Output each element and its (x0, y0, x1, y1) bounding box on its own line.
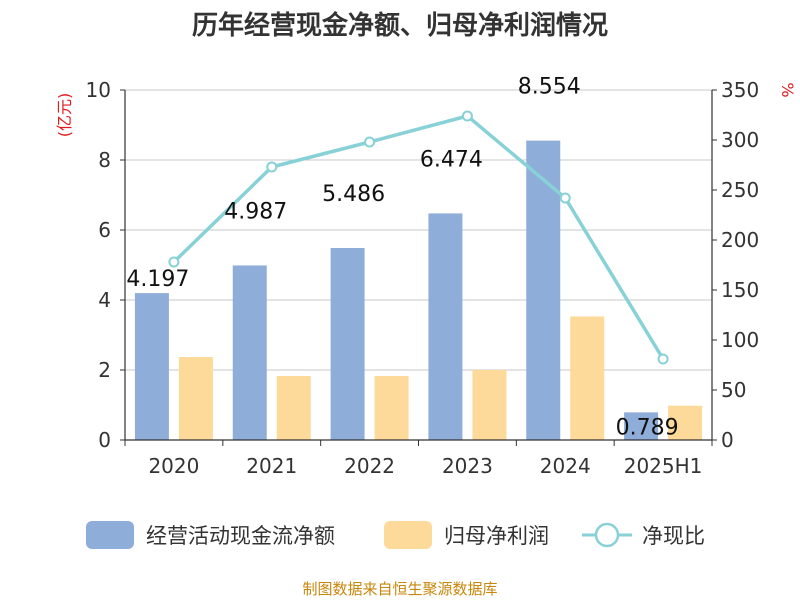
legend-swatch-net-profit (384, 521, 432, 549)
data-label-operating-cashflow: 4.197 (126, 267, 189, 292)
right-tick-label: 0 (721, 428, 734, 452)
x-tick-label: 2022 (344, 454, 395, 478)
right-tick-label: 350 (721, 78, 759, 102)
legend-marker-net-cash-ratio (594, 522, 620, 548)
bar-net-profit (178, 357, 213, 440)
bar-net-profit (668, 405, 703, 440)
line-point (364, 136, 376, 148)
x-tick-label: 2024 (540, 454, 591, 478)
data-label-operating-cashflow: 8.554 (518, 75, 581, 100)
x-tick-label: 2025H1 (624, 454, 703, 478)
left-tick-label: 4 (98, 288, 111, 312)
data-labels-layer: 4.197 4.987 5.486 6.474 8.554 0.789 (126, 75, 678, 441)
x-tick-label: 2023 (442, 454, 493, 478)
right-tick-label: 200 (721, 228, 759, 252)
bar-operating-cashflow (624, 412, 659, 440)
left-tick-label: 10 (86, 78, 111, 102)
bar-operating-cashflow (330, 247, 365, 440)
legend-label-operating-cashflow: 经营活动现金流净额 (146, 524, 335, 548)
bar-operating-cashflow (134, 293, 169, 440)
right-axis-unit: % (778, 82, 797, 97)
source-note: 制图数据来自恒生聚源数据库 (302, 580, 497, 598)
right-tick-label: 100 (721, 328, 759, 352)
line-point (461, 110, 473, 122)
left-tick-label: 2 (98, 358, 111, 382)
x-tick-label: 2020 (148, 454, 199, 478)
right-tick-label: 250 (721, 178, 759, 202)
bar-net-profit (570, 316, 605, 440)
chart-title: 历年经营现金净额、归母净利润情况 (192, 10, 608, 41)
legend-swatch-operating-cashflow (86, 521, 134, 549)
bar-operating-cashflow (428, 213, 463, 440)
legend-label-net-profit: 归母净利润 (444, 524, 549, 548)
left-tick-label: 8 (98, 148, 111, 172)
bar-net-profit (472, 370, 507, 440)
line-layer (168, 110, 669, 365)
right-tick-label: 300 (721, 128, 759, 152)
line-point (657, 353, 669, 365)
legend-label-net-cash-ratio: 净现比 (642, 524, 705, 548)
x-tick-label: 2021 (246, 454, 297, 478)
bars-layer (134, 140, 703, 441)
line-point (559, 192, 571, 204)
series-line-net-cash-ratio (172, 114, 665, 360)
left-axis-unit: (亿元) (55, 93, 74, 138)
data-label-operating-cashflow: 0.789 (616, 415, 679, 440)
line-point (266, 161, 278, 173)
legend: 经营活动现金流净额 归母净利润 净现比 (86, 521, 705, 549)
data-label-operating-cashflow: 6.474 (420, 147, 483, 172)
bar-net-profit (374, 375, 409, 440)
data-label-operating-cashflow: 4.987 (224, 199, 287, 224)
data-label-operating-cashflow: 5.486 (322, 182, 385, 207)
bar-operating-cashflow (526, 140, 561, 441)
right-tick-label: 150 (721, 278, 759, 302)
right-tick-label: 50 (721, 378, 746, 402)
bar-net-profit (276, 375, 311, 440)
left-tick-label: 0 (98, 428, 111, 452)
bar-operating-cashflow (232, 265, 267, 440)
left-tick-label: 6 (98, 218, 111, 242)
line-point (168, 256, 180, 268)
grid-lines (125, 89, 712, 371)
